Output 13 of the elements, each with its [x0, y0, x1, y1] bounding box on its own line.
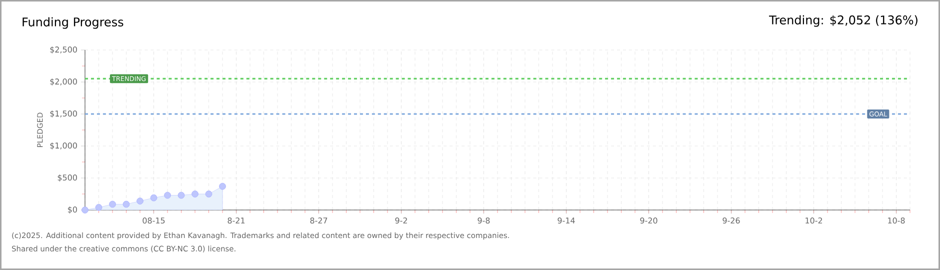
- point: [136, 198, 144, 204]
- point: [178, 192, 185, 199]
- chart-title: Funding Progress: [22, 17, 124, 29]
- point: [109, 200, 116, 208]
- point: [82, 206, 88, 214]
- point: [219, 182, 226, 190]
- point: [205, 190, 212, 198]
- point: [122, 200, 130, 208]
- point: [192, 190, 198, 198]
- text: Trending: $2,052 (136%): [769, 15, 918, 27]
- point: [95, 204, 102, 211]
- point: [164, 192, 171, 199]
- point: [150, 194, 158, 202]
